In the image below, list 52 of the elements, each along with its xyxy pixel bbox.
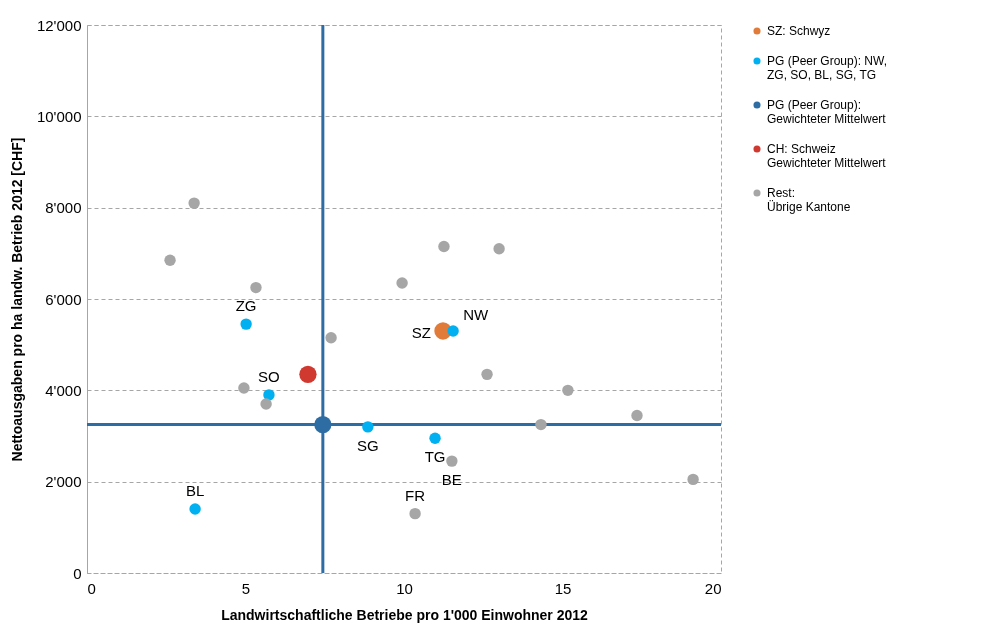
y-tick-label: 10'000 (36, 107, 82, 125)
annotation: NW (463, 305, 489, 323)
annotation: FR (405, 486, 426, 504)
point (409, 507, 421, 520)
point (481, 368, 493, 381)
y-axis-title: Nettoausgaben pro ha landw. Betrieb 2012 [CHF] (8, 137, 25, 462)
point (438, 240, 450, 253)
x-tick-label: 5 (241, 579, 251, 597)
point (493, 243, 505, 255)
point (687, 473, 699, 486)
point (260, 398, 272, 410)
point (238, 382, 250, 394)
annotation: SZ (411, 323, 431, 341)
x-tick-label: 20 (704, 579, 722, 597)
x-tick-label: 15 (554, 579, 572, 597)
annotation: SG (357, 436, 379, 454)
point (314, 415, 332, 434)
annotation: TG (424, 448, 446, 466)
legend-label: PG (Peer Group): NW, ZG, SO, BL, SG, TG (767, 54, 888, 82)
y-tick-label: 8'000 (45, 199, 82, 217)
point (250, 281, 262, 294)
y-tick-label: 2'000 (45, 473, 82, 491)
annotation: SO (258, 367, 280, 385)
legend-label: PG (Peer Group): Gewichteter Mittelwert (767, 98, 887, 126)
legend-label: Rest: Übrige Kantone (767, 186, 851, 214)
point (446, 455, 458, 467)
point (562, 384, 574, 397)
annotation: BE (441, 471, 462, 489)
point (325, 332, 337, 344)
point (189, 503, 201, 515)
y-tick-label: 4'000 (45, 381, 82, 399)
point (429, 432, 441, 444)
x-axis-title: Landwirtschaftliche Betriebe pro 1'000 Einwohner 2012 (221, 606, 589, 623)
point (263, 389, 275, 401)
point (240, 318, 252, 330)
point (299, 365, 317, 383)
y-tick-label: 12'000 (36, 16, 82, 34)
point (535, 418, 547, 431)
y-tick-label: 0 (73, 564, 82, 582)
x-tick-label: 0 (87, 579, 96, 597)
point (631, 409, 643, 422)
y-tick-label: 6'000 (45, 290, 82, 308)
point (396, 277, 408, 289)
legend-label: SZ: Schwyz (767, 24, 831, 38)
point (362, 421, 374, 433)
point (447, 325, 459, 337)
annotation: BL (185, 482, 205, 500)
point (164, 254, 176, 266)
legend-label: CH: Schweiz Gewichteter Mittelwert (767, 142, 887, 170)
x-tick-label: 10 (396, 579, 413, 597)
point (188, 197, 200, 209)
annotation: ZG (235, 297, 257, 315)
